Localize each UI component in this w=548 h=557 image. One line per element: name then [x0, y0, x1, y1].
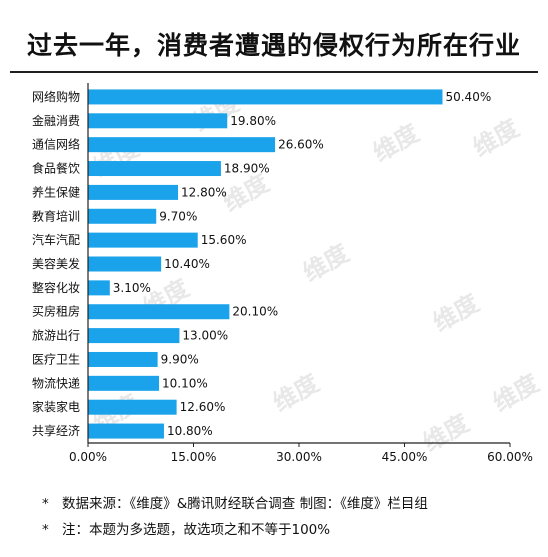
bar	[88, 328, 180, 344]
x-tick-labels: 0.00% 15.00% 30.00% 45.00% 60.00%	[69, 450, 533, 464]
value-label: 13.00%	[182, 329, 228, 343]
bar	[88, 113, 228, 129]
value-label: 26.60%	[278, 138, 324, 152]
value-label: 12.80%	[181, 185, 227, 199]
watermark-text: 维度	[468, 113, 524, 162]
category-label: 食品餐饮	[32, 161, 80, 176]
bar	[88, 232, 198, 248]
bar-chart: 维度维度维度维度维度维度维度维度维度维度维度维度 网络购物金融消费通信网络食品餐…	[32, 83, 545, 464]
x-tick-label: 0.00%	[69, 450, 107, 464]
value-label: 12.60%	[180, 400, 226, 414]
category-label: 养生保健	[32, 184, 80, 199]
x-tick-label: 45.00%	[382, 450, 428, 464]
bar	[88, 161, 221, 177]
value-labels: 50.40% 19.80%26.60% 18.90% 12.80% 9.70% 15.60…	[113, 90, 491, 438]
x-tick-label: 15.00%	[171, 450, 217, 464]
bar	[88, 208, 157, 224]
bar	[88, 184, 179, 200]
source-note-text: 数据来源：《维度》&腾讯财经联合调查 制图：《维度》栏目组	[62, 496, 428, 512]
category-label: 旅游出行	[32, 329, 80, 343]
bar	[88, 423, 164, 439]
value-label: 3.10%	[113, 281, 151, 295]
category-label: 教育培训	[32, 208, 80, 223]
category-labels: 网络购物金融消费通信网络食品餐饮养生保健教育培训汽车汽配美容美发整容化妆买房租房…	[32, 89, 80, 438]
category-label: 通信网络	[32, 137, 80, 152]
multi-select-note: * 注：本题为多选题，故选项之和不等于100%	[42, 518, 330, 538]
category-label: 物流快递	[32, 376, 80, 390]
note-star: *	[42, 522, 49, 538]
bar	[88, 351, 158, 367]
bar	[88, 399, 177, 415]
category-label: 整容化妆	[32, 280, 80, 295]
title-divider	[10, 71, 538, 73]
bar	[88, 280, 110, 296]
watermark-text: 维度	[368, 118, 424, 167]
axes	[87, 83, 511, 447]
value-label: 20.10%	[232, 305, 278, 319]
value-label: 19.80%	[230, 114, 276, 128]
value-label: 9.70%	[159, 209, 197, 223]
bar	[88, 375, 160, 391]
bar	[88, 304, 230, 320]
bar	[88, 256, 162, 272]
bars-group	[88, 89, 443, 439]
category-label: 医疗卫生	[32, 352, 80, 366]
value-label: 15.60%	[201, 233, 247, 247]
value-label: 50.40%	[445, 90, 491, 104]
chart-title: 过去一年，消费者遭遇的侵权行为所在行业	[26, 31, 521, 60]
value-label: 10.80%	[167, 424, 213, 438]
value-label: 18.90%	[224, 162, 270, 176]
watermark-text: 维度	[428, 288, 484, 337]
category-label: 金融消费	[32, 113, 80, 128]
category-label: 共享经济	[32, 423, 80, 438]
category-label: 网络购物	[32, 89, 80, 104]
category-label: 家装家电	[32, 399, 80, 414]
x-tick-label: 30.00%	[276, 450, 322, 464]
watermark-text: 维度	[488, 368, 544, 417]
category-label: 美容美发	[32, 256, 80, 271]
value-label: 10.10%	[162, 376, 208, 390]
watermark-text: 维度	[268, 368, 324, 417]
multi-select-note-text: 注：本题为多选题，故选项之和不等于100%	[62, 522, 331, 538]
source-note: * 数据来源：《维度》&腾讯财经联合调查 制图：《维度》栏目组	[42, 492, 428, 512]
value-label: 9.90%	[161, 352, 199, 366]
value-label: 10.40%	[164, 257, 210, 271]
bar	[88, 89, 443, 105]
note-star: *	[42, 496, 49, 512]
watermark-text: 维度	[298, 238, 354, 287]
x-tick-label: 60.00%	[487, 450, 533, 464]
category-label: 汽车汽配	[32, 232, 80, 247]
bar	[88, 137, 276, 153]
category-label: 买房租房	[32, 304, 80, 319]
